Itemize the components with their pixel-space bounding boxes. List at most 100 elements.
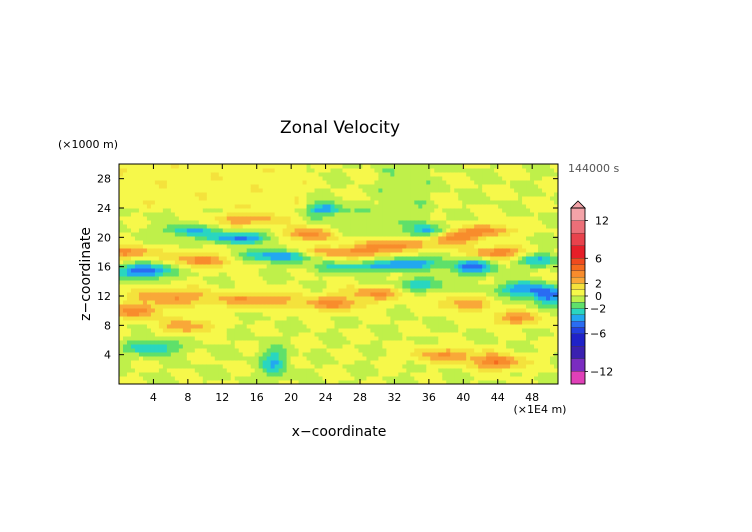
heatmap-cell (466, 304, 471, 309)
heatmap-cell (254, 360, 260, 365)
heatmap-cell (146, 220, 152, 225)
heatmap-cell (242, 364, 248, 369)
heatmap-cell (262, 236, 268, 241)
heatmap-cell (338, 376, 343, 381)
heatmap-cell (354, 376, 359, 381)
heatmap-cell (386, 252, 391, 257)
heatmap-cell (122, 352, 128, 357)
heatmap-cell (462, 336, 467, 341)
heatmap-cell (414, 320, 419, 325)
heatmap-cell (426, 232, 431, 237)
heatmap-cell (418, 264, 423, 269)
heatmap-cell (402, 204, 407, 209)
heatmap-cell (474, 220, 479, 225)
heatmap-cell (394, 336, 399, 341)
heatmap-cell (186, 224, 192, 229)
heatmap-cell (378, 180, 383, 185)
heatmap-cell (342, 360, 347, 365)
heatmap-cell (454, 324, 459, 329)
heatmap-cell (286, 180, 292, 185)
heatmap-cell (182, 300, 188, 305)
heatmap-cell (474, 368, 479, 373)
heatmap-cell (226, 196, 232, 201)
heatmap-cell (398, 320, 403, 325)
heatmap-cell (286, 236, 292, 241)
heatmap-cell (134, 168, 140, 173)
heatmap-cell (258, 304, 264, 309)
heatmap-cell (122, 372, 128, 377)
heatmap-cell (242, 360, 248, 365)
heatmap-cell (242, 304, 248, 309)
heatmap-cell (414, 260, 419, 265)
heatmap-cell (418, 320, 423, 325)
heatmap-cell (206, 336, 212, 341)
heatmap-cell (430, 228, 435, 233)
heatmap-cell (130, 288, 136, 293)
heatmap-cell (230, 204, 236, 209)
heatmap-cell (250, 240, 256, 245)
heatmap-cell (354, 212, 359, 217)
heatmap-cell (166, 356, 172, 361)
heatmap-cell (202, 248, 208, 253)
heatmap-cell (194, 328, 200, 333)
heatmap-cell (210, 308, 216, 313)
heatmap-cell (258, 292, 264, 297)
heatmap-cell (202, 188, 208, 193)
heatmap-cell (390, 172, 395, 177)
heatmap-cell (418, 180, 423, 185)
heatmap-cell (222, 304, 228, 309)
heatmap-cell (222, 276, 228, 281)
heatmap-cell (122, 260, 128, 265)
heatmap-cell (234, 192, 240, 197)
heatmap-cell (398, 368, 403, 373)
heatmap-cell (370, 324, 375, 329)
heatmap-cell (426, 344, 431, 349)
heatmap-cell (374, 212, 379, 217)
heatmap-cell (282, 332, 288, 337)
heatmap-cell (406, 248, 411, 253)
heatmap-cell (354, 192, 359, 197)
heatmap-cell (230, 300, 236, 305)
heatmap-cell (438, 308, 443, 313)
heatmap-cell (430, 208, 435, 213)
heatmap-cell (142, 200, 148, 205)
heatmap-cell (119, 164, 124, 169)
heatmap-cell (450, 228, 455, 233)
heatmap-cell (450, 284, 455, 289)
heatmap-cell (450, 308, 455, 313)
heatmap-cell (218, 328, 224, 333)
heatmap-cell (370, 340, 375, 345)
heatmap-cell (470, 336, 475, 341)
heatmap-cell (158, 280, 164, 285)
heatmap-cell (190, 180, 196, 185)
heatmap-cell (398, 212, 403, 217)
heatmap-cell (270, 348, 276, 353)
heatmap-cell (278, 280, 284, 285)
heatmap-cell (390, 184, 395, 189)
heatmap-cell (278, 308, 284, 313)
heatmap-cell (358, 276, 363, 281)
heatmap-cell (294, 196, 300, 201)
heatmap-cell (326, 168, 332, 173)
heatmap-cell (442, 304, 447, 309)
heatmap-cell (342, 340, 347, 345)
heatmap-cell (466, 328, 471, 333)
heatmap-cell (142, 304, 148, 309)
heatmap-cell (394, 356, 399, 361)
heatmap-cell (398, 360, 403, 365)
heatmap-cell (266, 364, 272, 369)
heatmap-cell (358, 220, 363, 225)
heatmap-cell (262, 224, 268, 229)
heatmap-cell (262, 376, 268, 381)
heatmap-cell (130, 332, 136, 337)
heatmap-cell (434, 352, 439, 357)
heatmap-cell (422, 368, 427, 373)
heatmap-cell (286, 344, 292, 349)
heatmap-cell (462, 224, 467, 229)
heatmap-cell (162, 248, 168, 253)
heatmap-cell (310, 240, 316, 245)
heatmap-cell (462, 280, 467, 285)
heatmap-cell (266, 296, 272, 301)
heatmap-cell (170, 320, 176, 325)
heatmap-cell (326, 232, 332, 237)
